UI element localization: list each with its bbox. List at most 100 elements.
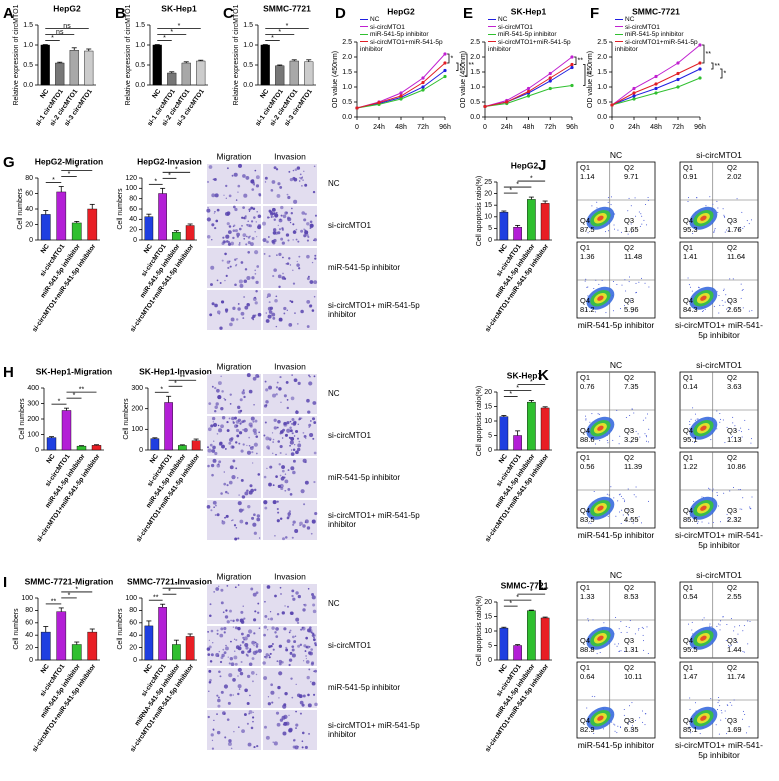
stained-cell bbox=[302, 660, 305, 662]
stained-cell bbox=[302, 524, 306, 528]
stained-cell bbox=[248, 210, 251, 213]
point bbox=[570, 55, 574, 59]
stained-cell bbox=[244, 642, 249, 648]
event bbox=[715, 724, 717, 726]
stained-cell bbox=[270, 617, 274, 621]
y-tick-label: 0.0 bbox=[342, 114, 352, 121]
stained-cell bbox=[257, 312, 262, 317]
stained-cell bbox=[225, 234, 230, 239]
event bbox=[709, 623, 711, 625]
event bbox=[688, 726, 690, 728]
stained-cell bbox=[268, 385, 272, 390]
stained-cell bbox=[242, 605, 244, 607]
stained-cell bbox=[235, 467, 238, 470]
event bbox=[618, 494, 620, 496]
stained-cell bbox=[243, 617, 246, 620]
stained-cell bbox=[280, 401, 282, 403]
event bbox=[716, 410, 718, 412]
significance-label: ** bbox=[706, 51, 712, 58]
quadrant-value: 3.29 bbox=[624, 435, 639, 444]
stained-cell bbox=[302, 608, 306, 612]
y-axis-label: Cell apoptosis ratio(%) bbox=[476, 176, 483, 246]
event bbox=[610, 204, 612, 206]
event bbox=[726, 513, 728, 515]
event bbox=[637, 433, 639, 435]
stained-cell bbox=[250, 446, 252, 449]
bar bbox=[55, 62, 65, 86]
event bbox=[643, 219, 645, 221]
stained-cell bbox=[265, 436, 270, 441]
stained-cell bbox=[306, 526, 311, 530]
stained-cell bbox=[234, 662, 238, 666]
significance-label: * bbox=[530, 379, 533, 386]
stained-cell bbox=[208, 639, 210, 642]
event bbox=[742, 497, 744, 499]
significance-label: * bbox=[75, 165, 78, 172]
event bbox=[585, 418, 587, 420]
event-density bbox=[700, 425, 707, 431]
stained-cell bbox=[207, 427, 212, 432]
event bbox=[601, 279, 603, 281]
quadrant-value: 88.6 bbox=[580, 435, 595, 444]
y-tick-label: 1.5 bbox=[597, 69, 607, 76]
event bbox=[728, 300, 730, 302]
stained-cell bbox=[241, 390, 246, 395]
stained-cell bbox=[301, 740, 304, 743]
stained-cell bbox=[286, 516, 290, 520]
stained-cell bbox=[245, 521, 249, 525]
point bbox=[632, 97, 636, 101]
event bbox=[614, 213, 616, 215]
x-tick-label: 72h bbox=[672, 124, 684, 131]
plot-footer: si-circMTO1+ miR-541-5p inhibitor bbox=[675, 530, 763, 550]
stained-cell bbox=[239, 519, 244, 524]
y-tick-label: 60 bbox=[25, 190, 33, 197]
stained-cell bbox=[265, 312, 267, 314]
stained-cell bbox=[246, 223, 248, 226]
stained-cell bbox=[305, 657, 307, 660]
bar bbox=[172, 232, 181, 241]
event bbox=[724, 442, 726, 444]
stained-cell bbox=[286, 406, 289, 410]
significance-label: * bbox=[68, 592, 71, 599]
stained-cell bbox=[229, 465, 234, 470]
bar bbox=[527, 401, 536, 451]
stained-cell bbox=[210, 424, 214, 428]
bar bbox=[527, 199, 536, 241]
stained-cell bbox=[246, 674, 251, 679]
stained-cell bbox=[286, 399, 289, 401]
stained-cell bbox=[292, 520, 296, 524]
stained-cell bbox=[216, 433, 219, 435]
stained-cell bbox=[218, 670, 221, 673]
stained-cell bbox=[294, 168, 298, 172]
stained-cell bbox=[275, 168, 279, 171]
quadrant-value: 84.3 bbox=[683, 305, 698, 314]
stained-cell bbox=[313, 295, 316, 298]
plot-header: si-circMTO1 bbox=[696, 570, 742, 580]
stained-cell bbox=[218, 650, 221, 653]
y-tick-label: 40 bbox=[129, 632, 137, 639]
stained-cell bbox=[285, 380, 289, 384]
event bbox=[626, 631, 628, 633]
stained-cell bbox=[291, 589, 295, 593]
legend-entry: miR-541-5p inhibitor bbox=[360, 31, 460, 39]
event bbox=[747, 643, 749, 645]
stained-cell bbox=[288, 728, 293, 733]
stained-cell bbox=[222, 611, 225, 614]
event bbox=[749, 620, 751, 622]
stained-cell bbox=[257, 602, 260, 605]
quadrant-label: Q3 bbox=[727, 506, 737, 515]
event bbox=[607, 515, 609, 517]
event bbox=[607, 197, 609, 199]
stained-cell bbox=[295, 591, 299, 595]
y-tick-label: 100 bbox=[27, 431, 39, 438]
stained-cell bbox=[252, 420, 255, 423]
stained-cell bbox=[314, 214, 317, 217]
point bbox=[355, 106, 359, 110]
stained-cell bbox=[240, 311, 245, 316]
stained-cell bbox=[312, 603, 316, 607]
stained-cell bbox=[288, 714, 290, 717]
event bbox=[714, 228, 716, 230]
stained-cell bbox=[283, 421, 287, 426]
chart-title: SMMC-7721 bbox=[632, 6, 680, 16]
